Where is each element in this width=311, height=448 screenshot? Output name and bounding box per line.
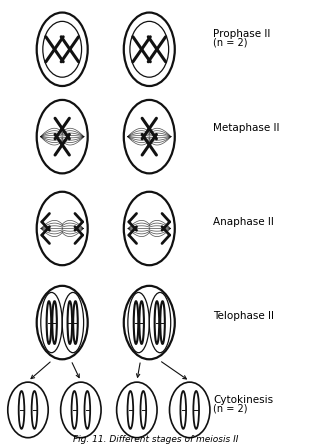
- Text: Prophase II: Prophase II: [213, 29, 270, 39]
- Text: Cytokinesis: Cytokinesis: [213, 395, 273, 405]
- Text: Metaphase II: Metaphase II: [213, 123, 280, 133]
- Text: Telophase II: Telophase II: [213, 311, 274, 321]
- Text: Fig. 11. Different stages of meiosis II: Fig. 11. Different stages of meiosis II: [73, 435, 238, 444]
- Text: (n = 2): (n = 2): [213, 404, 248, 414]
- Text: (n = 2): (n = 2): [213, 38, 248, 47]
- Text: Anaphase II: Anaphase II: [213, 217, 274, 227]
